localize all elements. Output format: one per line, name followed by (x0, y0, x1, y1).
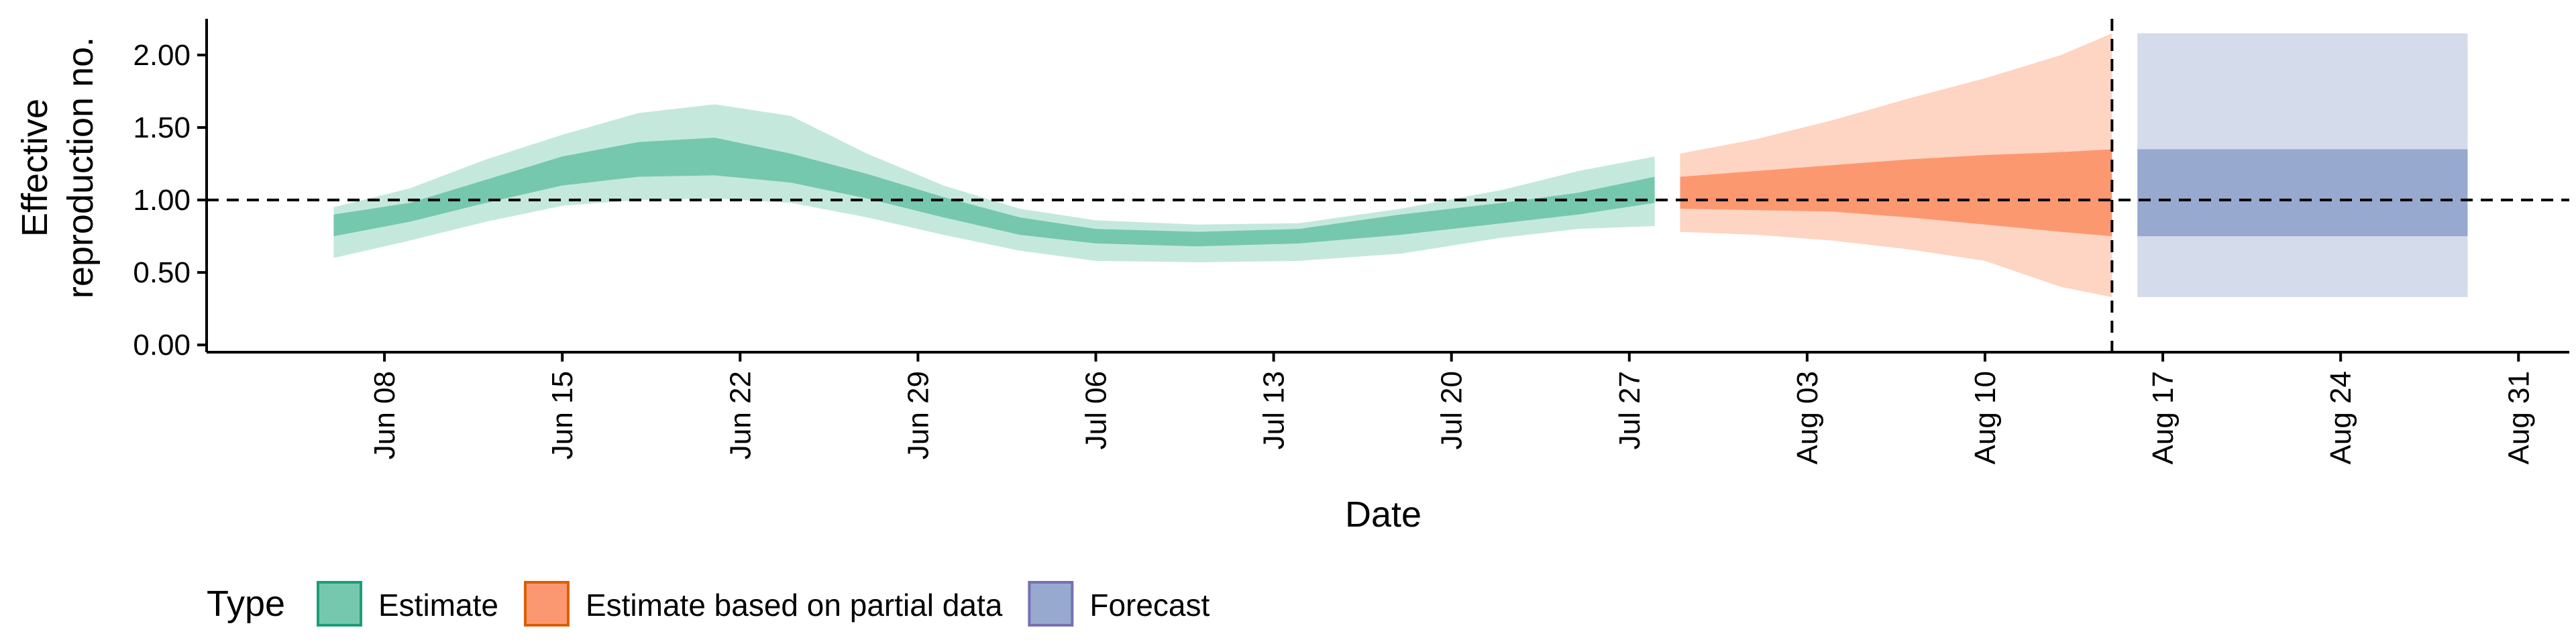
y-axis-title-line-2: reproduction no. (60, 37, 101, 299)
y-tick-label: 0.50 (133, 256, 191, 289)
legend-label-estimate-based-on-partial-data: Estimate based on partial data (586, 588, 1003, 623)
x-tick-label: Jun 08 (368, 371, 401, 460)
x-tick-label: Jul 27 (1613, 371, 1646, 449)
x-ticks: Jun 08 Jun 15 Jun 22 Jun 29 Jul 06 Jul 13 Jul … (368, 352, 2535, 464)
x-tick-label: Aug 24 (2324, 371, 2357, 464)
x-tick-label: Aug 17 (2147, 371, 2180, 464)
estimate-band-50 (333, 138, 1655, 247)
x-tick-label: Jun 15 (546, 371, 579, 460)
x-tick-label: Jul 13 (1258, 371, 1291, 449)
forecast-band-50 (2137, 149, 2468, 237)
x-tick-label: Jun 22 (724, 371, 757, 460)
legend: Type Estimate Estimate based on partial d… (207, 581, 1210, 627)
y-axis-title-line-1: Effective (15, 99, 55, 237)
y-ticks: 0.00 0.50 1.00 1.50 2.00 (133, 39, 207, 362)
legend-label-forecast: Forecast (1089, 588, 1210, 623)
legend-title: Type (207, 584, 285, 624)
x-tick-label: Aug 31 (2502, 371, 2535, 464)
y-tick-label: 2.00 (133, 39, 191, 72)
x-axis-title: Date (1345, 494, 1421, 535)
x-tick-label: Jul 06 (1079, 371, 1112, 449)
x-tick-label: Aug 10 (1969, 371, 2002, 464)
legend-key-estimate-based-on-partial-data (523, 581, 570, 627)
legend-label-estimate: Estimate (378, 588, 498, 623)
y-tick-label: 1.50 (133, 111, 191, 144)
y-tick-label: 0.00 (133, 329, 191, 362)
x-tick-label: Aug 03 (1791, 371, 1824, 464)
axes: 0.000.501.001.502.00 Jun 08 Jun 15 Jun 22 J… (133, 19, 2569, 464)
uncertainty-bands (333, 33, 2468, 297)
x-tick-label: Jul 20 (1436, 371, 1468, 449)
legend-key-estimate (317, 581, 362, 627)
estimate-based-on-partial-data-band-50 (1680, 149, 2112, 237)
legend-key-forecast (1028, 581, 1074, 627)
x-tick-label: Jun 29 (902, 371, 934, 460)
y-tick-label: 1.00 (133, 184, 191, 217)
